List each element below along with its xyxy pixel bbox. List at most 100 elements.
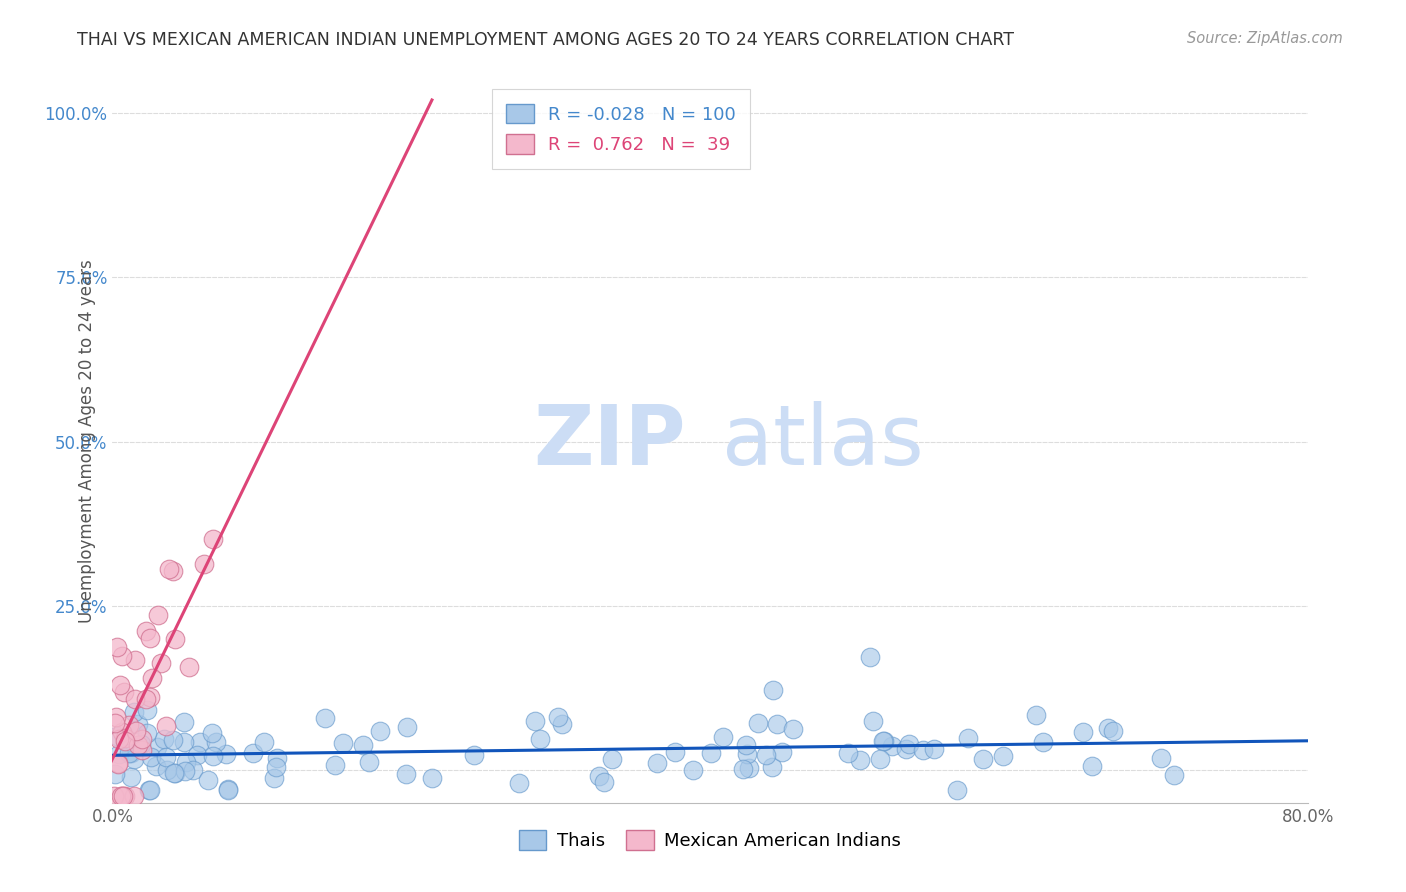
Point: [1097, 721, 1119, 735]
Point: [869, 751, 891, 765]
Point: [848, 753, 870, 767]
Point: [135, 691, 157, 706]
Point: [957, 731, 980, 745]
Point: [217, 781, 239, 796]
Point: [181, 764, 204, 778]
Point: [1071, 725, 1094, 739]
Point: [1150, 751, 1173, 765]
Point: [120, 746, 142, 760]
Text: atlas: atlas: [723, 401, 924, 482]
Point: [165, 766, 187, 780]
Point: [107, 756, 129, 771]
Point: [201, 749, 224, 764]
Point: [357, 755, 380, 769]
Point: [157, 562, 180, 576]
Point: [862, 714, 884, 729]
Point: [104, 716, 127, 731]
Point: [1025, 708, 1047, 723]
Point: [588, 769, 610, 783]
Point: [197, 772, 219, 787]
Point: [153, 731, 176, 746]
Point: [946, 782, 969, 797]
Point: [174, 764, 197, 779]
Point: [122, 789, 145, 804]
Point: [645, 756, 668, 771]
Point: [898, 737, 921, 751]
Point: [107, 640, 129, 654]
Point: [111, 649, 134, 664]
Point: [242, 746, 264, 760]
Point: [1163, 768, 1185, 782]
Point: [174, 755, 197, 769]
Point: [837, 746, 859, 760]
Point: [922, 742, 945, 756]
Point: [136, 703, 159, 717]
Point: [114, 731, 136, 745]
Point: [111, 789, 134, 804]
Point: [114, 789, 136, 804]
Point: [155, 750, 177, 764]
Point: [761, 683, 783, 698]
Point: [124, 692, 146, 706]
Point: [139, 750, 162, 764]
Point: [136, 726, 159, 740]
Point: [735, 739, 758, 753]
Point: [368, 724, 391, 739]
Point: [110, 678, 132, 692]
Point: [141, 671, 163, 685]
Point: [162, 732, 184, 747]
Point: [107, 732, 129, 747]
Point: [894, 742, 917, 756]
Text: ZIP: ZIP: [534, 401, 686, 482]
Point: [193, 557, 215, 571]
Point: [524, 714, 547, 728]
Point: [139, 690, 162, 705]
Point: [682, 764, 704, 778]
Point: [700, 746, 723, 760]
Point: [156, 763, 179, 777]
Point: [872, 733, 894, 747]
Point: [1102, 723, 1125, 738]
Point: [882, 739, 904, 753]
Point: [155, 719, 177, 733]
Point: [131, 743, 153, 757]
Point: [314, 711, 336, 725]
Point: [139, 631, 162, 645]
Point: [463, 748, 485, 763]
Point: [332, 736, 354, 750]
Point: [1080, 759, 1102, 773]
Point: [111, 725, 134, 739]
Legend: Thais, Mexican American Indians: Thais, Mexican American Indians: [510, 821, 910, 859]
Point: [264, 760, 287, 774]
Point: [163, 766, 186, 780]
Point: [735, 747, 758, 762]
Point: [217, 782, 239, 797]
Point: [131, 731, 153, 746]
Point: [135, 624, 157, 639]
Point: [747, 715, 769, 730]
Point: [765, 716, 787, 731]
Point: [162, 564, 184, 578]
Point: [352, 738, 374, 752]
Point: [105, 729, 128, 743]
Point: [146, 740, 169, 755]
Point: [129, 737, 152, 751]
Text: Source: ZipAtlas.com: Source: ZipAtlas.com: [1187, 31, 1343, 46]
Point: [1032, 735, 1054, 749]
Point: [150, 657, 173, 671]
Point: [163, 632, 186, 646]
Point: [859, 649, 882, 664]
Point: [873, 733, 896, 747]
Point: [127, 738, 149, 752]
Point: [263, 771, 285, 785]
Point: [205, 734, 228, 748]
Point: [592, 775, 614, 789]
Point: [266, 751, 288, 765]
Point: [122, 705, 145, 719]
Point: [114, 734, 136, 748]
Point: [772, 745, 794, 759]
Point: [112, 685, 135, 699]
Point: [215, 747, 238, 761]
Point: [600, 752, 623, 766]
Point: [395, 720, 418, 734]
